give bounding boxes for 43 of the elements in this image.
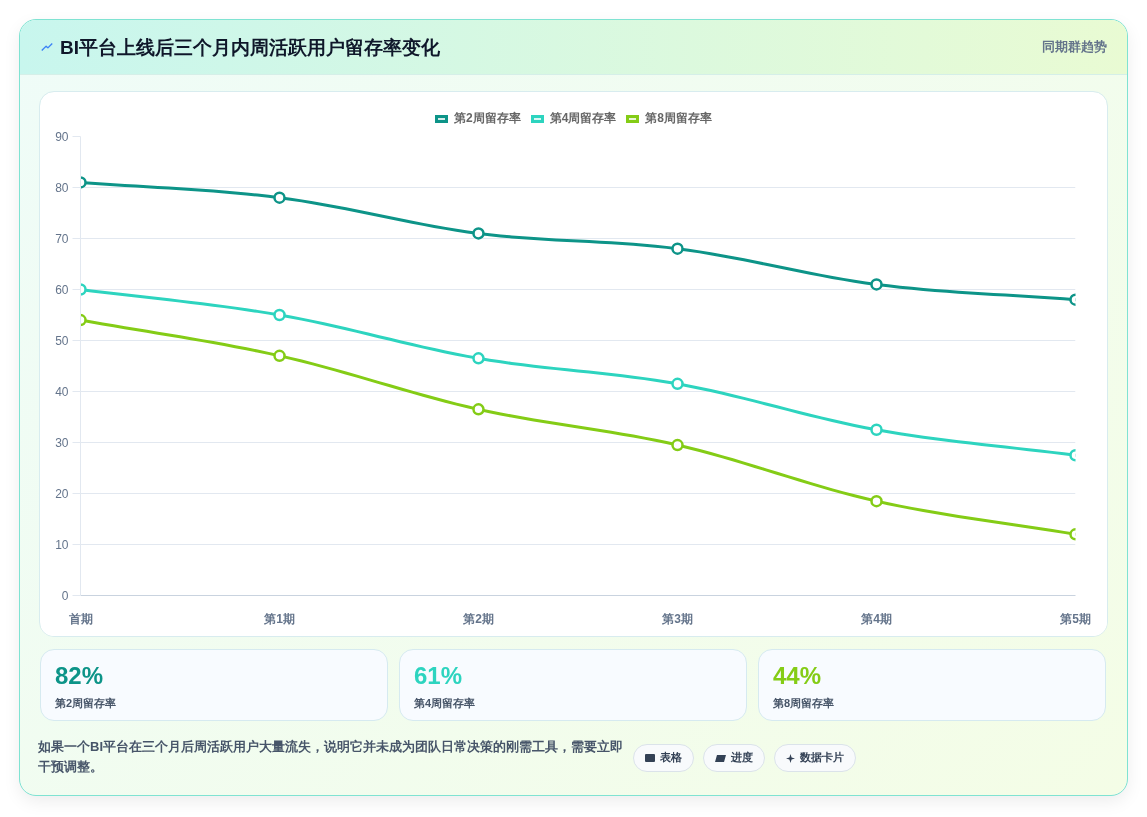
text: 第2周留存率 (55, 696, 118, 711)
point (671, 438, 684, 452)
x-tick-label: 首期 (67, 611, 93, 626)
x-tick-label: 第4期 (860, 611, 892, 626)
y-tick-label: 60 (55, 283, 69, 297)
text: 如果一个BI平台在三个月后周活跃用户大量流失，说明它并未成为团队日常决策的刚需工具，需要立即干预调整。 (38, 738, 623, 776)
point (273, 349, 286, 363)
y-tick-label: 10 (55, 538, 69, 552)
y-tick-label: 90 (55, 130, 69, 144)
point (273, 191, 286, 204)
text: 第8周留存率 (773, 696, 836, 711)
x-tick-label: 第1期 (263, 611, 295, 626)
text: 61% (414, 662, 464, 690)
text: 数据卡片 (774, 744, 856, 772)
y-tick-label: 80 (55, 181, 69, 195)
point (671, 242, 684, 255)
x-tick-label: 第2期 (462, 611, 494, 626)
y-tick-label: 50 (55, 334, 69, 348)
text: 44% (773, 662, 823, 690)
y-tick-label: 70 (55, 232, 69, 246)
chart-title: BI平台上线后三个月内周活跃用户留存率变化 (60, 35, 440, 60)
y-tick-label: 0 (61, 589, 69, 603)
x-tick-label: 第3期 (661, 611, 693, 626)
point (472, 403, 485, 416)
point (870, 423, 883, 436)
y-tick-label: 40 (55, 385, 69, 399)
point (273, 308, 286, 322)
legend-label: 第4周留存率 (549, 110, 617, 128)
point (671, 377, 684, 391)
legend-label: 第2周留存率 (453, 110, 521, 128)
legend-label: 第8周留存率 (645, 110, 713, 128)
point (870, 278, 883, 291)
text: 表格 (633, 744, 694, 772)
text: 82% (55, 662, 105, 690)
chart-subtitle: 同期群趋势 (1042, 38, 1107, 57)
text: 第4周留存率 (414, 696, 477, 711)
y-tick-label: 20 (55, 487, 69, 501)
y-tick-label: 30 (55, 436, 69, 450)
point (472, 352, 485, 365)
x-tick-label: 第5期 (1059, 611, 1091, 626)
point (472, 227, 485, 240)
text: 进度 (703, 744, 765, 772)
point (870, 494, 883, 508)
